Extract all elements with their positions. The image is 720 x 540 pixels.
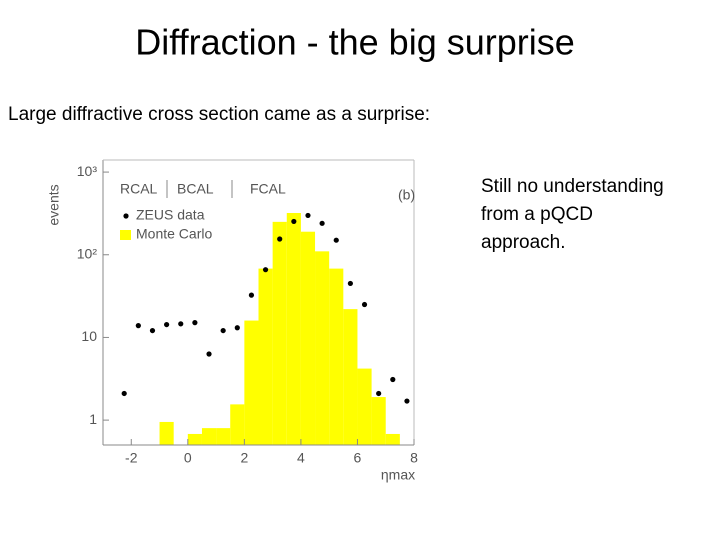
histogram-bar	[286, 212, 301, 445]
data-point	[376, 390, 382, 397]
histogram-bar	[385, 433, 400, 445]
x-tick-label: 4	[297, 450, 305, 466]
histogram-bar	[272, 221, 287, 445]
side-text: Still no understanding	[481, 176, 664, 197]
data-point	[178, 321, 184, 327]
data-point	[361, 301, 368, 308]
slide-title: Diffraction - the big surprise	[135, 22, 575, 63]
data-point	[291, 218, 297, 225]
data-point	[305, 212, 311, 219]
annotation: FCAL	[250, 181, 286, 197]
x-tick-label: -2	[125, 450, 138, 466]
chart: 1 10 10² 10³ -2 0 2 4 6 8 events ηmax RCAL BCAL FCAL (b…	[46, 159, 418, 483]
data-point	[220, 327, 226, 334]
y-tick-label: 10³	[77, 163, 98, 179]
histogram-bar	[371, 397, 386, 445]
x-axis-label: ηmax	[381, 467, 415, 483]
x-tick-label: 2	[240, 450, 248, 466]
y-tick-label: 10	[81, 328, 97, 344]
histogram-bar	[315, 251, 330, 445]
data-point	[121, 390, 127, 397]
x-tick-label: 8	[410, 450, 418, 466]
annotation: RCAL	[120, 181, 158, 197]
histogram-bar	[357, 368, 372, 445]
histogram-bar	[230, 404, 245, 445]
data-point	[347, 280, 353, 287]
legend-marker	[123, 213, 129, 219]
x-tick-label: 6	[354, 450, 362, 466]
histogram-bar	[300, 231, 316, 445]
side-text: from a pQCD	[481, 204, 593, 225]
y-tick-label: 10²	[77, 245, 98, 261]
histogram-bar	[201, 428, 217, 445]
data-point	[390, 376, 396, 383]
data-point	[149, 327, 156, 334]
legend-label: ZEUS data	[136, 207, 205, 223]
histogram-bar	[258, 268, 273, 445]
histogram-bar	[343, 309, 358, 445]
data-point	[234, 325, 240, 331]
data-point	[164, 321, 170, 328]
subtitle: Large diffractive cross section came as …	[8, 104, 430, 125]
x-tick-label: 0	[184, 450, 192, 466]
data-point	[277, 236, 283, 242]
histogram-bar	[216, 428, 231, 445]
data-point	[135, 323, 141, 329]
histogram-bar	[187, 433, 202, 445]
histogram-bar	[159, 421, 174, 445]
y-axis-label: events	[46, 184, 62, 225]
annotation: BCAL	[177, 181, 214, 197]
data-point	[333, 237, 339, 243]
data-point	[248, 292, 255, 298]
data-point	[192, 320, 198, 326]
legend-marker	[120, 230, 131, 240]
annotation: (b)	[398, 187, 415, 203]
data-point	[262, 267, 269, 273]
data-point	[206, 351, 212, 357]
data-point	[319, 220, 325, 226]
data-point	[404, 398, 410, 404]
side-text: approach.	[481, 232, 566, 253]
y-tick-label: 1	[89, 411, 97, 427]
histogram-bar	[244, 320, 259, 445]
histogram-bar	[329, 268, 344, 445]
legend-label: Monte Carlo	[136, 226, 212, 242]
